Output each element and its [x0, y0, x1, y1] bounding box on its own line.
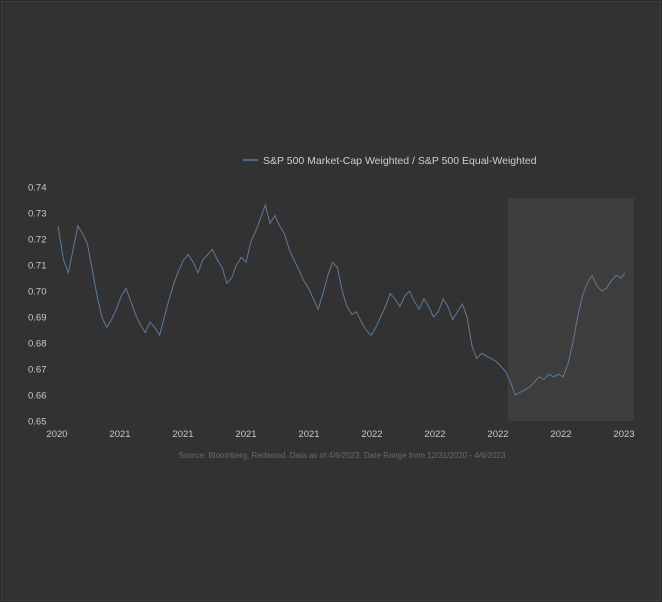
y-tick-label: 0.65 [28, 417, 47, 428]
x-tick-label: 2021 [298, 429, 319, 440]
x-tick-label: 2020 [46, 429, 67, 440]
y-tick-label: 0.66 [28, 391, 47, 402]
source-note: Source: Bloomberg, Redwood. Data as of 4… [179, 451, 506, 460]
series-line [57, 203, 626, 396]
y-tick-label: 0.69 [28, 313, 47, 324]
x-axis: 2020 2021 2021 2021 2021 2022 2022 2022 2022 2023 [46, 429, 634, 440]
y-tick-label: 0.67 [28, 365, 47, 376]
x-tick-label: 2023 [613, 429, 634, 440]
x-tick-label: 2022 [424, 429, 445, 440]
x-tick-label: 2021 [235, 429, 256, 440]
y-tick-label: 0.73 [28, 209, 47, 220]
x-tick-label: 2022 [550, 429, 571, 440]
y-axis: 0.65 0.66 0.67 0.68 0.69 0.70 0.71 0.72 0.73 0.74 [28, 183, 47, 428]
x-tick-label: 2021 [172, 429, 193, 440]
y-tick-label: 0.71 [28, 261, 47, 272]
legend-label: S&P 500 Market-Cap Weighted / S&P 500 Eq… [263, 155, 537, 167]
y-tick-label: 0.70 [28, 287, 47, 298]
highlight-region [507, 198, 634, 421]
y-tick-label: 0.68 [28, 339, 47, 350]
x-tick-label: 2022 [361, 429, 382, 440]
y-tick-label: 0.72 [28, 235, 47, 246]
y-tick-label: 0.74 [28, 183, 47, 194]
x-tick-label: 2021 [109, 429, 130, 440]
x-tick-label: 2022 [487, 429, 508, 440]
legend: S&P 500 Market-Cap Weighted / S&P 500 Eq… [243, 155, 537, 167]
